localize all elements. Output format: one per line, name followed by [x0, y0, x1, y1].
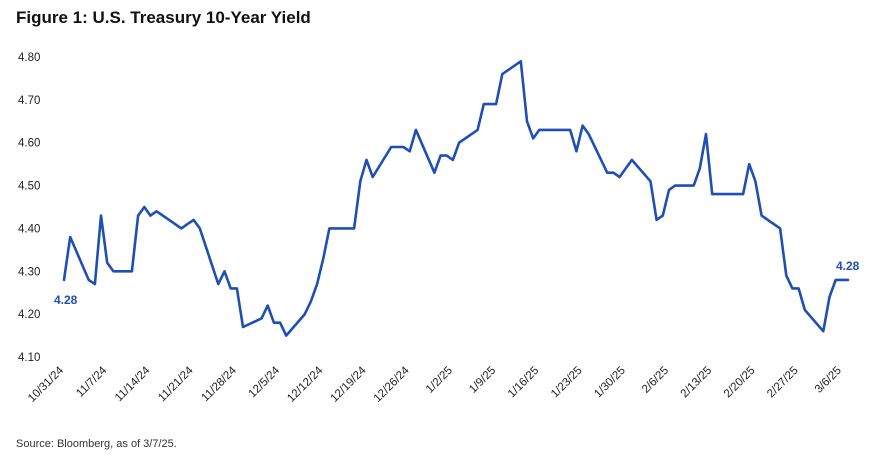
x-tick-label: 11/28/24 [199, 364, 239, 404]
y-tick-label: 4.60 [18, 138, 40, 150]
x-tick-label: 12/5/24 [247, 364, 283, 400]
x-tick-label: 12/12/24 [285, 364, 326, 405]
x-tick-label: 11/14/24 [113, 364, 153, 404]
x-tick-label: 11/7/24 [74, 364, 109, 399]
x-tick-label: 2/13/25 [679, 365, 715, 401]
x-tick-label: 1/30/25 [592, 365, 628, 401]
x-tick-label: 1/2/25 [424, 365, 455, 396]
x-tick-label: 2/6/25 [640, 365, 671, 396]
y-tick-label: 4.20 [18, 309, 40, 321]
x-tick-label: 12/19/24 [328, 364, 369, 405]
x-tick-label: 1/16/25 [506, 365, 542, 401]
x-tick-label: 3/6/25 [813, 365, 844, 396]
chart-title: Figure 1: U.S. Treasury 10-Year Yield [16, 8, 311, 27]
y-tick-label: 4.50 [18, 181, 40, 193]
y-tick-label: 4.40 [18, 223, 40, 235]
y-tick-label: 4.80 [18, 52, 40, 64]
x-tick-label: 2/27/25 [765, 365, 801, 401]
x-tick-label: 12/26/24 [372, 364, 413, 405]
x-tick-label: 2/20/25 [722, 365, 758, 401]
x-axis-ticks: 10/31/24 11/7/24 11/14/24 11/21/24 11/28/24 1… [26, 364, 844, 405]
y-tick-label: 4.70 [18, 95, 40, 107]
y-tick-label: 4.30 [18, 266, 40, 278]
x-tick-label: 10/31/24 [26, 364, 67, 405]
series-line [62, 60, 850, 337]
x-tick-label: 1/9/25 [467, 365, 498, 396]
x-tick-label: 11/21/24 [156, 364, 196, 404]
start-value-label: 4.28 [54, 293, 78, 307]
source-note: Source: Bloomberg, as of 3/7/25. [16, 438, 177, 450]
y-axis-ticks: 4.10 4.20 4.30 4.40 4.50 4.60 4.70 4.80 [18, 52, 40, 364]
end-value-label: 4.28 [836, 259, 860, 273]
x-tick-label: 1/23/25 [549, 365, 585, 401]
y-tick-label: 4.10 [18, 352, 40, 364]
